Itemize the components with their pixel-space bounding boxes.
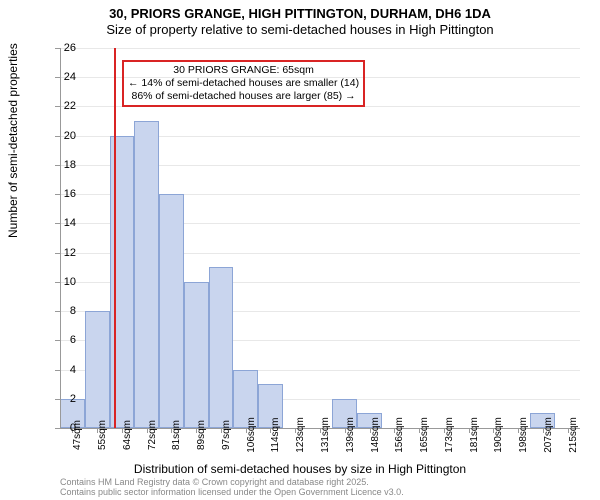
x-tick-label: 114sqm xyxy=(270,418,281,453)
y-tick-label: 22 xyxy=(52,100,76,112)
histogram-bar xyxy=(184,282,209,428)
y-tick-label: 16 xyxy=(52,188,76,200)
x-tick-label: 215sqm xyxy=(568,417,579,453)
annotation-line: 86% of semi-detached houses are larger (… xyxy=(128,90,359,103)
x-axis-label: Distribution of semi-detached houses by … xyxy=(0,462,600,476)
x-tick-label: 139sqm xyxy=(345,417,356,453)
gridline xyxy=(60,48,580,49)
x-tick-label: 97sqm xyxy=(221,420,232,450)
x-tick-label: 131sqm xyxy=(320,417,331,453)
footer-line-2: Contains public sector information licen… xyxy=(60,488,404,498)
y-tick-label: 6 xyxy=(52,334,76,346)
y-tick-label: 10 xyxy=(52,276,76,288)
y-tick-label: 12 xyxy=(52,247,76,259)
y-tick-label: 26 xyxy=(52,42,76,54)
x-tick-label: 55sqm xyxy=(97,420,108,450)
plot-area: 30 PRIORS GRANGE: 65sqm← 14% of semi-det… xyxy=(60,48,580,428)
x-tick-label: 106sqm xyxy=(246,417,257,453)
annotation-box: 30 PRIORS GRANGE: 65sqm← 14% of semi-det… xyxy=(122,60,365,107)
y-tick-label: 24 xyxy=(52,71,76,83)
x-tick-label: 47sqm xyxy=(72,420,83,450)
histogram-bar xyxy=(134,121,159,428)
x-tick-label: 181sqm xyxy=(469,417,480,453)
chart-container: 30, PRIORS GRANGE, HIGH PITTINGTON, DURH… xyxy=(0,0,600,500)
x-tick-label: 148sqm xyxy=(370,417,381,453)
x-tick-label: 198sqm xyxy=(518,417,529,453)
annotation-line: ← 14% of semi-detached houses are smalle… xyxy=(128,77,359,90)
x-tick-label: 173sqm xyxy=(444,417,455,453)
x-tick-label: 165sqm xyxy=(419,417,430,453)
x-tick-label: 72sqm xyxy=(147,420,158,450)
histogram-bar xyxy=(85,311,110,428)
histogram-bar xyxy=(159,194,184,428)
chart-title-main: 30, PRIORS GRANGE, HIGH PITTINGTON, DURH… xyxy=(0,0,600,21)
y-tick-label: 18 xyxy=(52,159,76,171)
x-tick-label: 156sqm xyxy=(394,417,405,453)
reference-line xyxy=(114,48,116,428)
chart-title-sub: Size of property relative to semi-detach… xyxy=(0,22,600,37)
y-axis-label: Number of semi-detached properties xyxy=(6,43,20,238)
x-tick-label: 81sqm xyxy=(171,420,182,450)
y-tick-label: 2 xyxy=(52,393,76,405)
x-tick-label: 64sqm xyxy=(122,420,133,450)
x-tick-label: 89sqm xyxy=(196,420,207,450)
y-tick-label: 8 xyxy=(52,305,76,317)
annotation-line: 30 PRIORS GRANGE: 65sqm xyxy=(128,64,359,77)
y-tick-label: 14 xyxy=(52,217,76,229)
x-tick-label: 190sqm xyxy=(493,417,504,453)
x-tick-label: 123sqm xyxy=(295,417,306,453)
x-tick-label: 207sqm xyxy=(543,417,554,453)
chart-footer: Contains HM Land Registry data © Crown c… xyxy=(60,478,404,498)
y-tick-label: 20 xyxy=(52,130,76,142)
y-tick-label: 4 xyxy=(52,364,76,376)
histogram-bar xyxy=(209,267,234,428)
